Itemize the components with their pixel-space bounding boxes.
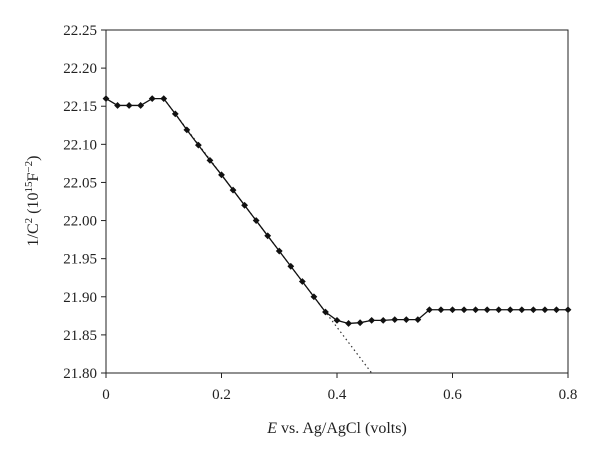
data-point: [171, 110, 179, 118]
data-point: [391, 316, 399, 324]
data-point: [137, 102, 145, 109]
data-point: [229, 186, 237, 194]
data-point: [564, 306, 572, 314]
data-point: [102, 95, 110, 102]
data-point: [241, 201, 248, 209]
y-tick-label: 21.95: [63, 252, 97, 268]
data-point: [252, 217, 260, 224]
series-line: [105, 97, 568, 325]
y-tick-label: 22.25: [63, 23, 97, 39]
data-point: [333, 317, 341, 324]
data-point: [553, 306, 560, 314]
data-point: [125, 102, 133, 109]
y-tick-label: 21.85: [63, 328, 97, 344]
y-tick-label: 22.00: [63, 214, 97, 230]
data-point: [345, 320, 352, 327]
data-point: [264, 232, 272, 240]
data-point: [275, 247, 283, 255]
data-point: [518, 306, 526, 314]
data-point: [541, 306, 549, 314]
x-axis-ticks: 0 0.2 0.4 0.6 0.8: [102, 373, 577, 403]
y-tick-label: 22.05: [63, 175, 97, 191]
data-point: [495, 306, 503, 314]
data-point: [368, 317, 376, 324]
data-point: [414, 316, 422, 324]
y-axis-ticks: 21.80 21.85 21.90 21.95 22.00 22.05 22.10 22.15…: [63, 23, 106, 382]
data-point: [310, 293, 318, 301]
data-point: [218, 171, 225, 179]
data-point: [437, 306, 445, 314]
data-point: [506, 306, 514, 314]
data-point: [114, 102, 121, 109]
data-point: [206, 156, 214, 164]
y-tick-label: 22.20: [63, 61, 97, 77]
data-point: [160, 95, 168, 102]
y-axis-label: 1/C2 (1015F−2): [23, 156, 42, 247]
x-tick-label: 0.8: [559, 387, 578, 403]
data-point: [195, 141, 202, 149]
data-point: [472, 306, 479, 314]
x-tick-label: 0: [102, 387, 110, 403]
y-tick-label: 21.90: [63, 290, 97, 306]
y-tick-label: 21.80: [63, 366, 97, 382]
data-point: [379, 317, 387, 324]
data-point: [426, 306, 433, 314]
y-tick-label: 22.10: [63, 137, 97, 153]
data-point: [183, 126, 191, 134]
data-point: [460, 306, 468, 314]
x-tick-label: 0.4: [328, 387, 347, 403]
data-point: [322, 308, 329, 316]
x-tick-label: 0.6: [443, 387, 462, 403]
y-tick-label: 22.15: [63, 99, 97, 115]
x-tick-label: 0.2: [212, 387, 231, 403]
data-point: [287, 262, 295, 270]
x-axis-label: E vs. Ag/AgCl (volts): [266, 420, 407, 437]
data-point: [356, 319, 364, 327]
data-point: [449, 306, 456, 314]
data-point: [298, 278, 306, 285]
data-point: [402, 316, 410, 324]
data-point: [483, 306, 491, 314]
data-series-group: [102, 95, 572, 327]
data-point: [148, 95, 156, 102]
data-point: [529, 306, 537, 314]
